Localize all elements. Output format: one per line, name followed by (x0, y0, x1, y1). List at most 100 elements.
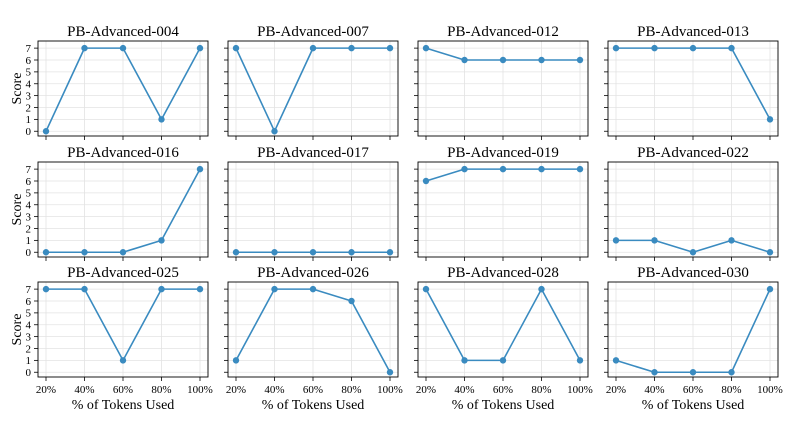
data-point (386, 369, 394, 376)
subplot-title: PB-Advanced-019 (447, 145, 559, 161)
data-point (728, 237, 735, 244)
y-tick-label: 5 (26, 67, 32, 79)
data-point (348, 249, 355, 256)
data-point (728, 44, 735, 52)
y-axis-label: Score (10, 194, 25, 226)
data-point (576, 165, 584, 173)
data-point (651, 237, 658, 244)
data-point (196, 165, 204, 173)
data-point (309, 285, 317, 293)
data-point (766, 285, 774, 293)
data-point (538, 285, 545, 293)
data-point (119, 44, 127, 52)
data-point (576, 56, 584, 64)
subplot-title: PB-Advanced-028 (447, 265, 559, 281)
y-axis-label: Score (10, 314, 25, 346)
y-tick-label: 2 (26, 102, 32, 114)
y-tick-label: 0 (26, 247, 32, 259)
y-tick-label: 4 (26, 200, 32, 212)
data-point (42, 128, 50, 135)
data-point (232, 357, 240, 364)
data-point (196, 44, 204, 52)
y-tick-label: 1 (26, 114, 32, 126)
y-tick-label: 2 (26, 343, 32, 355)
x-tick-label: 60% (683, 384, 703, 396)
data-point (271, 128, 278, 135)
y-tick-label: 1 (26, 235, 32, 247)
subplot-title: PB-Advanced-004 (67, 24, 179, 40)
data-point (728, 369, 735, 376)
data-point (42, 285, 50, 293)
y-tick-label: 7 (26, 43, 32, 55)
x-tick-label: 20% (416, 384, 436, 396)
y-tick-label: 6 (26, 55, 32, 67)
data-point (612, 237, 620, 244)
x-tick-label: 40% (264, 384, 284, 396)
x-tick-label: 80% (151, 384, 171, 396)
data-point (612, 44, 620, 52)
subplot-pb-advanced-012: PB-Advanced-012 (414, 24, 589, 140)
x-axis-label: % of Tokens Used (262, 398, 365, 413)
y-tick-label: 3 (26, 90, 32, 102)
data-point (499, 357, 507, 364)
y-tick-label: 4 (26, 79, 32, 91)
subplot-title: PB-Advanced-026 (257, 265, 369, 281)
y-tick-label: 3 (26, 211, 32, 223)
subplot-title: PB-Advanced-022 (637, 145, 749, 161)
data-point (158, 285, 165, 293)
x-tick-label: 80% (531, 384, 551, 396)
data-point (348, 44, 355, 52)
data-point (42, 249, 50, 256)
data-point (271, 285, 278, 293)
subplot-pb-advanced-019: PB-Advanced-019 (414, 145, 589, 261)
y-tick-label: 5 (26, 308, 32, 320)
data-point (119, 357, 127, 364)
subplot-pb-advanced-022: PB-Advanced-022 (604, 145, 779, 261)
data-point (461, 357, 468, 364)
data-point (651, 44, 658, 52)
y-tick-label: 2 (26, 223, 32, 235)
data-point (499, 165, 507, 173)
x-tick-label: 20% (606, 384, 626, 396)
y-tick-label: 3 (26, 331, 32, 343)
subplot-pb-advanced-026: 20% 40% 60% 80% 100% % of Tokens Used PB-Advan… (224, 265, 403, 413)
x-axis-label: % of Tokens Used (452, 398, 555, 413)
data-point (461, 165, 468, 173)
data-point (386, 249, 394, 256)
data-point (232, 44, 240, 52)
y-tick-label: 7 (26, 284, 32, 296)
data-point (348, 297, 355, 305)
data-point (81, 285, 88, 293)
data-point (422, 177, 430, 185)
subplot-title: PB-Advanced-025 (67, 265, 179, 281)
data-point (766, 116, 774, 123)
x-tick-label: 100% (187, 384, 213, 396)
subplot-title: PB-Advanced-007 (257, 24, 369, 40)
y-tick-label: 5 (26, 188, 32, 200)
subplot-pb-advanced-030: 20% 40% 60% 80% 100% % of Tokens Used PB-Advan… (604, 265, 783, 413)
data-point (422, 44, 430, 52)
x-tick-label: 40% (644, 384, 664, 396)
x-tick-label: 80% (341, 384, 361, 396)
data-point (538, 165, 545, 173)
data-point (271, 249, 278, 256)
x-tick-label: 20% (36, 384, 56, 396)
x-tick-label: 100% (377, 384, 403, 396)
data-point (689, 369, 697, 376)
data-point (119, 249, 127, 256)
y-tick-label: 1 (26, 355, 32, 367)
data-point (651, 369, 658, 376)
y-tick-label: 6 (26, 176, 32, 188)
data-point (766, 249, 774, 256)
data-point (612, 357, 620, 364)
subplot-title: PB-Advanced-013 (637, 24, 749, 40)
data-point (158, 116, 165, 123)
x-axis-label: % of Tokens Used (642, 398, 745, 413)
y-tick-label: 4 (26, 320, 32, 332)
x-tick-label: 100% (567, 384, 593, 396)
subplot-pb-advanced-017: PB-Advanced-017 (224, 145, 399, 261)
data-point (309, 249, 317, 256)
